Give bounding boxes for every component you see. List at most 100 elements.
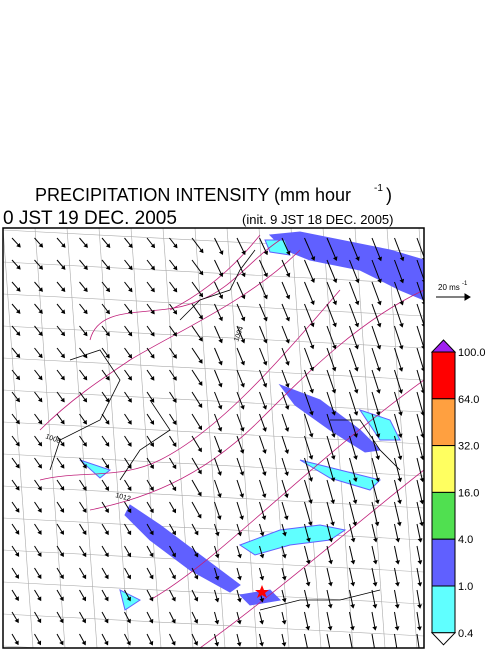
wind-vector xyxy=(371,259,382,283)
wind-vector xyxy=(394,347,403,372)
wind-vector-head xyxy=(377,256,382,262)
wind-vector-head xyxy=(395,538,401,543)
wind-vector xyxy=(304,303,314,327)
wind-vector-head xyxy=(59,640,64,646)
meridian xyxy=(386,228,418,648)
wind-vector-head xyxy=(352,499,358,505)
wind-vector xyxy=(304,457,313,482)
wind-vector xyxy=(394,281,404,305)
contour-label: 1004 xyxy=(233,326,245,343)
wind-vector-head xyxy=(172,442,177,448)
wind-vector-head xyxy=(372,626,378,631)
wind-vector xyxy=(416,633,420,648)
wind-vector-head xyxy=(330,499,336,505)
wind-vector-head xyxy=(350,582,356,587)
wind-vector-head xyxy=(126,596,131,602)
wind-vector-head xyxy=(16,242,21,248)
wind-vector-head xyxy=(218,316,223,322)
wind-vector-head xyxy=(328,537,334,543)
wind-vector-head xyxy=(14,596,19,602)
wind-vector-head xyxy=(240,294,246,300)
wind-vector-head xyxy=(218,294,224,300)
wind-vector-head xyxy=(397,499,402,505)
wind-vector-head xyxy=(60,419,65,425)
wind-vector-head xyxy=(59,574,64,580)
wind-vector-head xyxy=(284,405,290,410)
wind-vector-head xyxy=(82,486,87,491)
wind-vector-head xyxy=(374,521,380,527)
wind-vector-head xyxy=(104,640,109,646)
wind-vector xyxy=(416,369,424,394)
wind-vector-head xyxy=(105,287,111,293)
wind-vector xyxy=(326,457,335,482)
wind-vector-head xyxy=(239,515,244,521)
wind-vector-head xyxy=(237,531,242,537)
wind-vector xyxy=(349,435,357,460)
wind-vector-head xyxy=(375,433,381,438)
wind-vector xyxy=(394,369,403,394)
wind-vector xyxy=(371,413,380,438)
wind-vector-head xyxy=(374,499,380,505)
wind-vector-head xyxy=(327,626,333,631)
wind-vector-head xyxy=(377,300,382,306)
wind-vector-head xyxy=(239,427,245,432)
wind-vector-head xyxy=(214,597,220,603)
wind-vector-head xyxy=(104,508,109,514)
wind-vector-head xyxy=(60,375,65,381)
wind-vector-head xyxy=(417,538,423,543)
wind-vector-head xyxy=(198,314,203,320)
wind-vector-head xyxy=(198,359,203,364)
wind-vector-head xyxy=(376,389,381,394)
wind-vector-head xyxy=(352,477,358,483)
wind-vector-head xyxy=(376,322,382,328)
wind-vector-head xyxy=(262,427,267,432)
parallel xyxy=(3,549,424,573)
wind-vector-head xyxy=(105,353,110,359)
wind-vector-head xyxy=(309,322,315,328)
wind-vector-head xyxy=(262,449,267,454)
wind-vector-head xyxy=(171,552,176,558)
wind-vector-head xyxy=(59,596,64,602)
meridian xyxy=(34,228,66,648)
wind-vector-head xyxy=(375,477,380,483)
wind-vector-head xyxy=(217,493,222,498)
wind-vector-head xyxy=(172,398,177,403)
wind-vector-head xyxy=(218,250,224,255)
wind-vector xyxy=(326,347,336,371)
colorbar-label: 64.0 xyxy=(458,394,479,406)
wind-vector-head xyxy=(148,618,154,624)
wind-vector xyxy=(326,237,337,261)
wind-vector-head xyxy=(239,493,245,498)
wind-vector-head xyxy=(61,243,66,248)
wind-vector-head xyxy=(285,250,291,256)
wind-vector-head xyxy=(193,596,199,602)
wind-vector-head xyxy=(354,300,360,306)
wind-vector-head xyxy=(262,360,268,366)
wind-vector-head xyxy=(259,598,265,603)
wind-vector-head xyxy=(127,508,132,514)
wind-vector-head xyxy=(15,331,21,336)
wind-vector-head xyxy=(281,642,287,647)
wind-vector xyxy=(326,501,334,526)
wind-vector-head xyxy=(126,552,132,558)
wind-vector-head xyxy=(218,360,223,366)
wind-vector-head xyxy=(198,292,204,298)
wind-vector-head xyxy=(150,375,155,381)
wind-vector-head xyxy=(172,353,177,359)
wind-vector-head xyxy=(15,353,21,359)
wind-vector-head xyxy=(283,515,289,521)
wind-vector-head xyxy=(241,272,246,278)
wind-vector-head xyxy=(305,626,311,631)
wind-vector-head xyxy=(310,256,316,261)
wind-vector-head xyxy=(173,243,178,249)
wind-vector xyxy=(394,391,402,416)
wind-vector-head xyxy=(150,331,155,337)
wind-vector-head xyxy=(307,521,313,527)
wind-vector xyxy=(416,347,424,372)
wind-vector-head xyxy=(281,553,287,559)
wind-vector-head xyxy=(350,604,355,609)
wind-vector-head xyxy=(171,596,176,602)
wind-vector-head xyxy=(399,278,405,284)
wind-vector-head xyxy=(305,581,311,587)
title-end: ) xyxy=(386,185,392,205)
